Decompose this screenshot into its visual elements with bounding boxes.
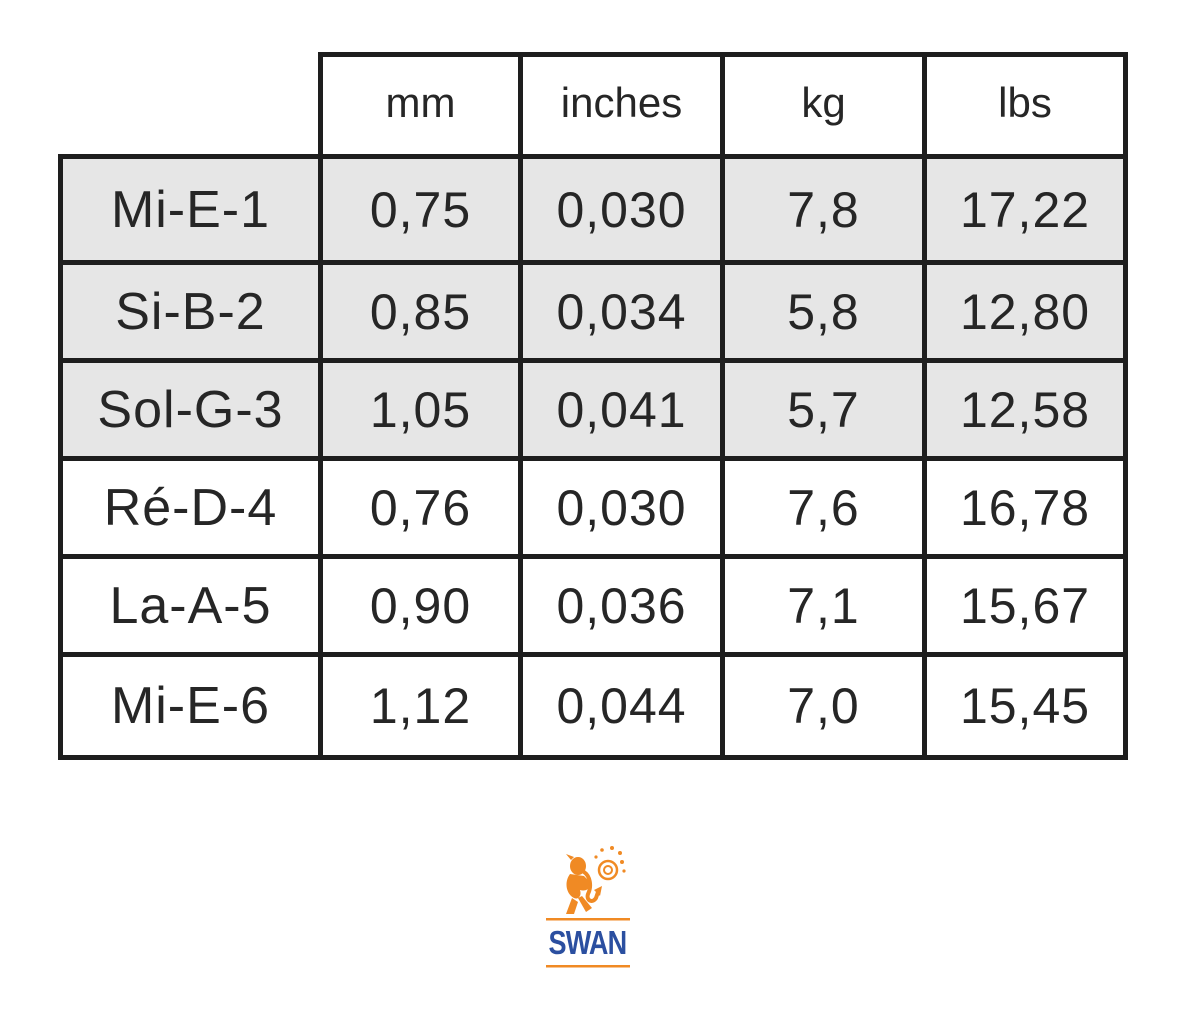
table-cell: 0,034 [518, 260, 725, 363]
table-cell: 0,90 [318, 554, 523, 657]
saxophone-player-icon [546, 846, 630, 921]
table-cell: 17,22 [922, 154, 1128, 265]
table-cell: 0,75 [318, 154, 523, 265]
column-header: kg [720, 52, 927, 159]
row-label: Mi-E-6 [58, 652, 323, 760]
table-cell: 0,030 [518, 154, 725, 265]
row-label: Mi-E-1 [58, 154, 323, 265]
table-cell: 15,67 [922, 554, 1128, 657]
table-cell: 1,05 [318, 358, 523, 461]
table-cell: 12,58 [922, 358, 1128, 461]
table-cell: 5,8 [720, 260, 927, 363]
table-cell: 0,030 [518, 456, 725, 559]
table-cell: 7,8 [720, 154, 927, 265]
logo-underline [546, 965, 630, 968]
table-cell: 15,45 [922, 652, 1128, 760]
table-cell: 0,044 [518, 652, 725, 760]
table-cell: 5,7 [720, 358, 927, 461]
table-cell: 0,85 [318, 260, 523, 363]
column-header: lbs [922, 52, 1128, 159]
table-cell: 16,78 [922, 456, 1128, 559]
logo-text: SWAN [548, 924, 627, 961]
table-cell: 7,1 [720, 554, 927, 657]
table-cell: 7,0 [720, 652, 927, 760]
table-cell: 12,80 [922, 260, 1128, 363]
column-header: inches [518, 52, 725, 159]
table-cell: 0,76 [318, 456, 523, 559]
row-label: Sol-G-3 [58, 358, 323, 461]
swan-logo: SWAN [540, 842, 636, 972]
row-label: La-A-5 [58, 554, 323, 657]
table-cell: 1,12 [318, 652, 523, 760]
row-label: Si-B-2 [58, 260, 323, 363]
table-cell: 7,6 [720, 456, 927, 559]
row-label: Ré-D-4 [58, 456, 323, 559]
table-cell: 0,036 [518, 554, 725, 657]
table-cell: 0,041 [518, 358, 725, 461]
column-header: mm [318, 52, 523, 159]
string-gauge-table: mm inches kg lbs Mi-E-1 0,75 0,030 7,8 17,22 Si-B… [58, 52, 1128, 760]
